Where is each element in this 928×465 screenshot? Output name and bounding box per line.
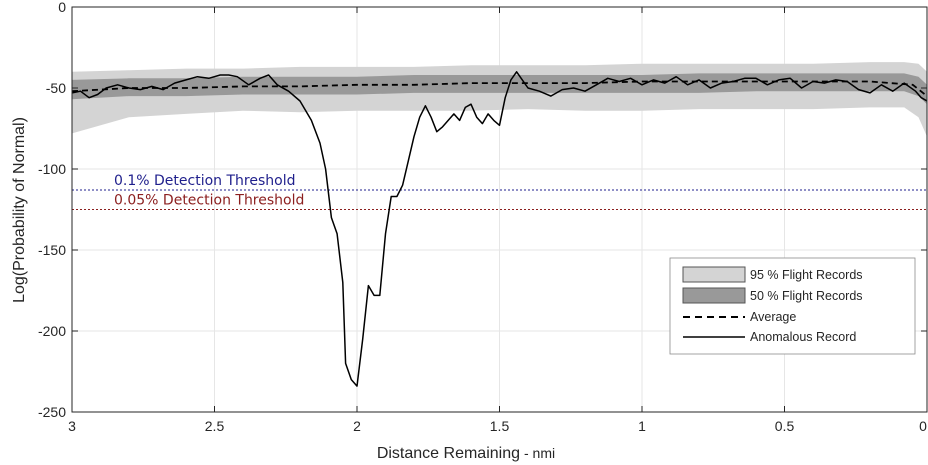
y-tick-label: -200 [38, 323, 66, 339]
x-tick-label: 1.5 [490, 418, 510, 434]
y-tick-label: 0 [58, 0, 66, 15]
legend-swatch-95 [682, 266, 746, 283]
x-tick-label: 2 [353, 418, 361, 434]
x-tick-label: 1 [638, 418, 646, 434]
y-tick-label: -50 [46, 80, 66, 96]
legend-label-95: 95 % Flight Records [750, 268, 863, 282]
x-tick-label: 3 [68, 418, 76, 434]
y-tick-label: -100 [38, 161, 66, 177]
y-axis-label: Log(Probability of Normal) [11, 117, 28, 303]
legend-label-50: 50 % Flight Records [750, 289, 863, 303]
x-tick-label: 2.5 [205, 418, 225, 434]
x-tick-label: 0.5 [775, 418, 795, 434]
threshold-label-1: 0.05% Detection Threshold [114, 193, 304, 209]
series-anomalous [72, 71, 927, 387]
legend: 95 % Flight Records 50 % Flight Records … [669, 257, 916, 355]
threshold-label-0: 0.1% Detection Threshold [114, 173, 295, 189]
x-axis-label: Distance Remaining [377, 445, 520, 462]
x-axis-unit: - nmi [524, 445, 555, 461]
legend-swatch-50 [682, 287, 746, 304]
y-tick-label: -250 [38, 404, 66, 420]
y-tick-label: -150 [38, 242, 66, 258]
legend-label-average: Average [750, 310, 796, 324]
legend-label-anomalous: Anomalous Record [750, 330, 856, 344]
x-tick-label: 0 [919, 418, 927, 434]
